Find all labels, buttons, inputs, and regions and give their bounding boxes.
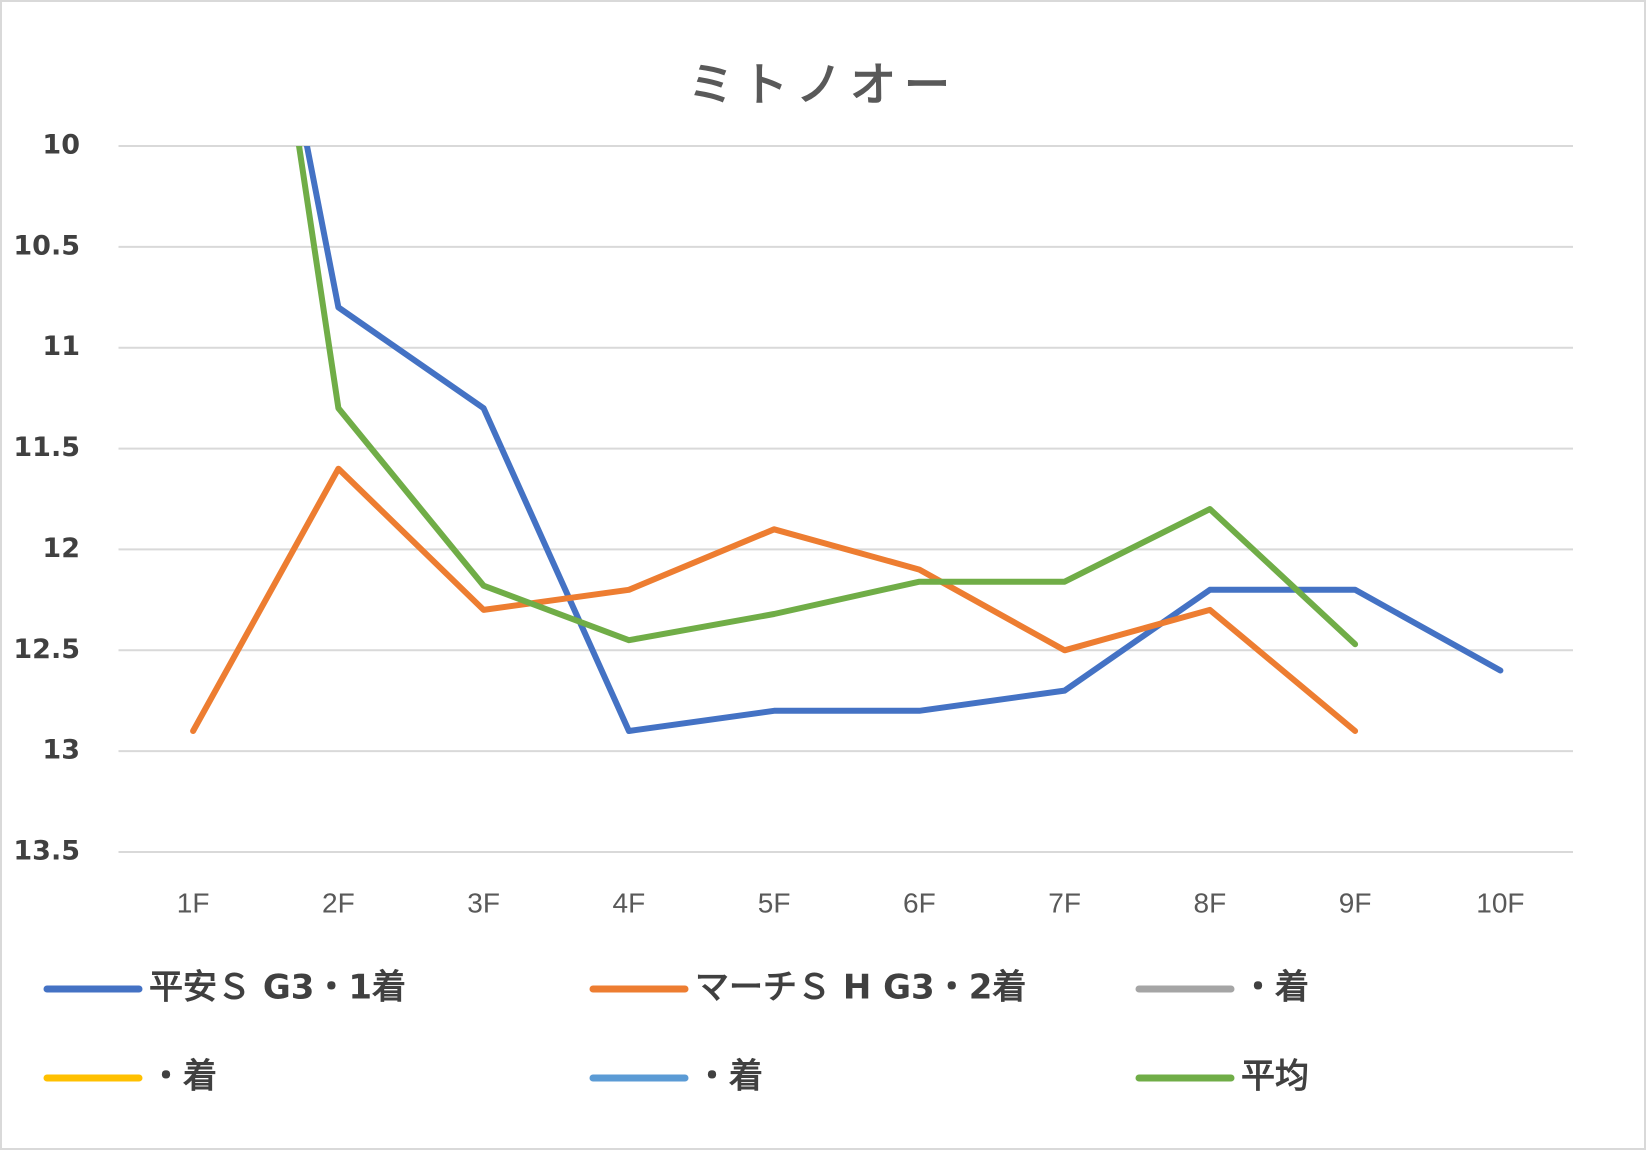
y-tick-label: 11 [42, 331, 80, 362]
x-tick-label: 10F [1476, 887, 1524, 918]
chart-title: ミトノオー [688, 58, 958, 112]
x-tick-label: 7F [1048, 887, 1081, 918]
x-tick-label: 2F [322, 887, 355, 918]
y-tick-label: 10.5 [13, 230, 80, 261]
legend-label: ・着 [695, 1057, 763, 1097]
y-tick-label: 12 [42, 533, 80, 564]
legend-label: ・着 [149, 1057, 217, 1097]
legend-label: 平均 [1241, 1057, 1309, 1097]
x-tick-label: 5F [758, 887, 791, 918]
plot-area [190, 146, 1504, 734]
y-tick-label: 11.5 [13, 432, 80, 463]
x-tick-label: 1F [177, 887, 210, 918]
series-line [303, 146, 1504, 734]
series-line [190, 465, 1359, 734]
y-tick-label: 13 [42, 735, 80, 766]
y-tick-label: 13.5 [13, 836, 80, 867]
series-line [296, 146, 1359, 648]
x-tick-label: 6F [903, 887, 936, 918]
x-tick-label: 4F [613, 887, 646, 918]
legend-label: 平安Ｓ G3・1着 [149, 968, 406, 1008]
x-tick-label: 9F [1339, 887, 1372, 918]
x-tick-label: 8F [1194, 887, 1227, 918]
x-tick-label: 3F [467, 887, 500, 918]
legend-label: ・着 [1241, 968, 1309, 1008]
legend-label: マーチＳ H G3・2着 [695, 968, 1026, 1008]
y-tick-label: 10 [42, 130, 80, 161]
y-tick-label: 12.5 [13, 634, 80, 665]
